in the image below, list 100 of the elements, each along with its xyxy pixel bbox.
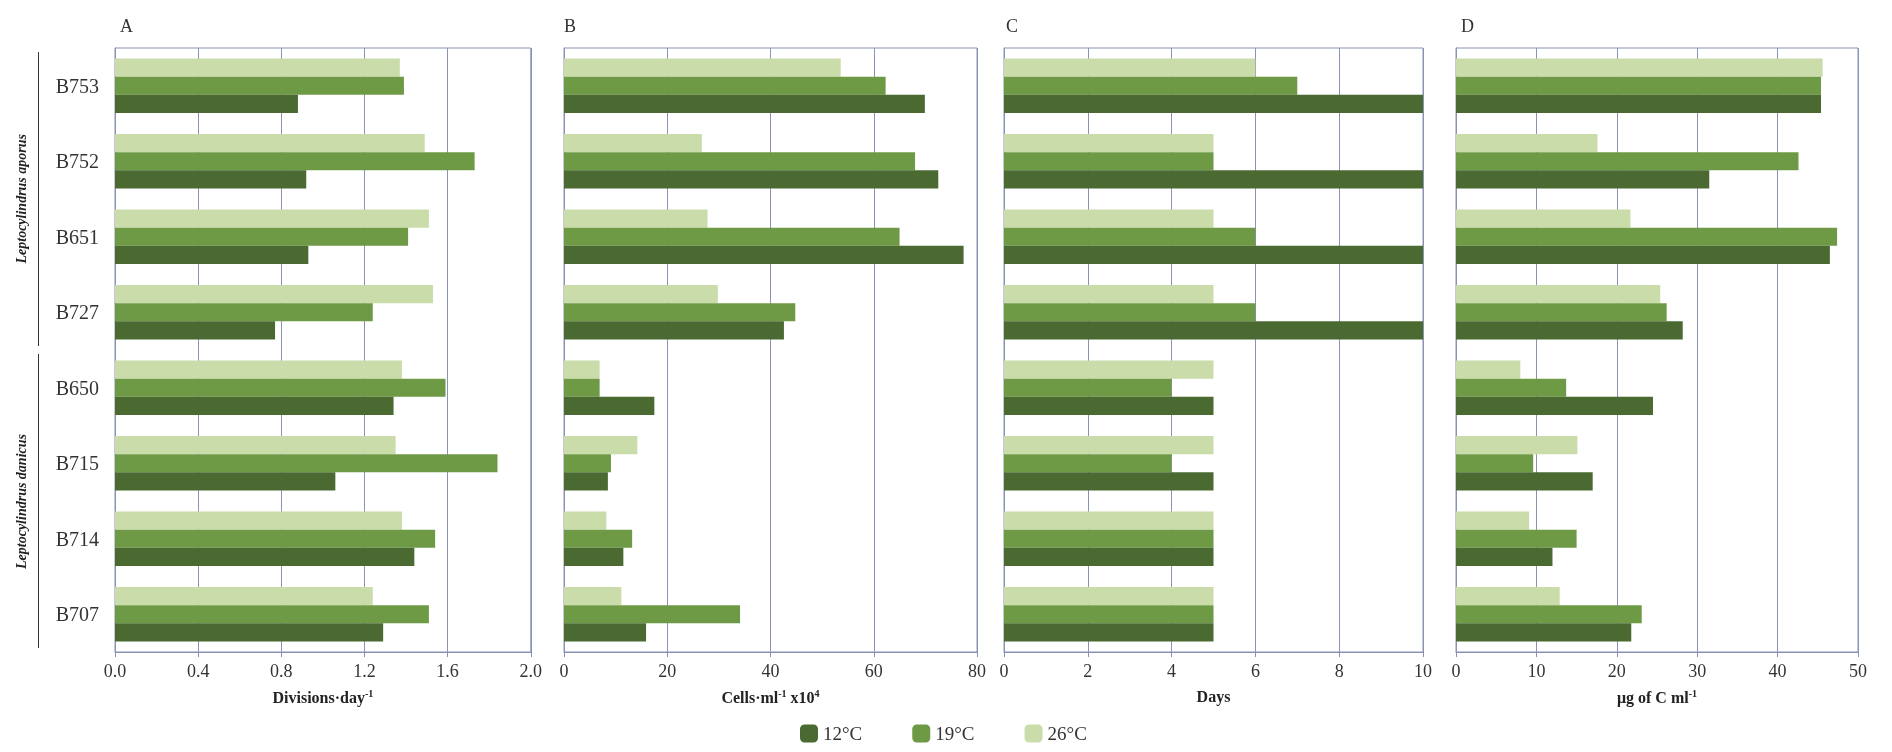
bar (115, 134, 425, 153)
bar (1004, 547, 1214, 566)
bar (1456, 94, 1822, 113)
x-tick-label: 2.0 (519, 661, 542, 681)
bar (115, 472, 336, 491)
bar (115, 360, 402, 379)
bar (1004, 76, 1298, 95)
bar (564, 472, 608, 491)
bar (1004, 454, 1172, 473)
bar (1456, 58, 1823, 77)
x-tick-label: 8 (1334, 661, 1344, 681)
bar (1456, 436, 1578, 455)
bar (564, 529, 633, 548)
bar (1004, 209, 1214, 228)
bar (564, 587, 622, 606)
bar (1004, 529, 1214, 548)
bar (564, 547, 624, 566)
bar (1004, 227, 1256, 246)
bar (1456, 134, 1598, 153)
bar (1456, 152, 1799, 171)
bar (564, 76, 886, 95)
bar (115, 547, 415, 566)
bar (564, 94, 925, 113)
x-tick-label: 0 (1451, 661, 1461, 681)
chart-title: C (1006, 16, 1019, 36)
bar (1004, 58, 1256, 77)
x-tick-label: 0.0 (103, 661, 127, 681)
x-tick-label: 2 (1083, 661, 1093, 681)
bar (115, 321, 276, 340)
bar (564, 396, 655, 415)
bar (564, 58, 841, 77)
bar (1004, 605, 1214, 624)
x-tick-label: 0 (559, 661, 569, 681)
bar (564, 321, 784, 340)
y-tick-label: B727 (55, 301, 99, 324)
x-tick-label: 4 (1167, 661, 1177, 681)
bar (115, 170, 307, 189)
bar (115, 76, 404, 95)
bar (1004, 511, 1214, 530)
bar (115, 396, 394, 415)
bar (1004, 245, 1423, 264)
bar (1456, 511, 1530, 530)
bar (115, 245, 309, 264)
bar (115, 529, 436, 548)
bar (1456, 170, 1710, 189)
x-tick-label: 1.6 (436, 661, 459, 681)
x-tick-label: 20 (658, 661, 677, 681)
bar (564, 245, 964, 264)
bar (115, 511, 402, 530)
bar (1456, 227, 1838, 246)
legend-label: 12°C (823, 723, 863, 744)
x-tick-label: 20 (1607, 661, 1626, 681)
bar (115, 227, 409, 246)
bar (1456, 605, 1642, 624)
x-tick-label: 40 (1768, 661, 1787, 681)
bar (115, 303, 373, 322)
legend-label: 19°C (935, 723, 975, 744)
bar (1456, 587, 1560, 606)
x-tick-label: 6 (1250, 661, 1260, 681)
bar (564, 360, 600, 379)
bar (1004, 472, 1214, 491)
bar (115, 58, 400, 77)
x-tick-label: 1.2 (353, 661, 376, 681)
bar (1456, 623, 1632, 642)
bar (1456, 303, 1667, 322)
bar (564, 209, 708, 228)
bar (1004, 623, 1214, 642)
bar (564, 511, 607, 530)
bar (564, 605, 741, 624)
bar (564, 285, 718, 304)
bar (1004, 587, 1214, 606)
bar (1456, 76, 1822, 95)
y-tick-label: B707 (55, 603, 99, 626)
bar (115, 436, 396, 455)
bar (1004, 321, 1423, 340)
y-tick-label: B752 (55, 150, 99, 173)
bar (564, 134, 702, 153)
bar (1456, 321, 1683, 340)
bar (564, 378, 600, 397)
bar (564, 170, 939, 189)
bar (115, 587, 373, 606)
y-tick-label: B650 (55, 376, 99, 399)
bar (1456, 360, 1521, 379)
x-tick-label: 0.8 (270, 661, 293, 681)
bar (1004, 170, 1423, 189)
x-tick-label: 40 (761, 661, 780, 681)
text: Leptocylindrus aporus (14, 134, 30, 264)
bar (564, 623, 647, 642)
legend-label: 26°C (1047, 723, 1087, 744)
bar (1456, 529, 1577, 548)
y-tick-label: B714 (55, 527, 99, 550)
x-tick-label: 0 (999, 661, 1009, 681)
chart-title: D (1461, 16, 1474, 36)
x-tick-label: 10 (1527, 661, 1546, 681)
bar (1456, 209, 1631, 228)
x-tick-label: 60 (864, 661, 883, 681)
x-tick-label: 80 (968, 661, 986, 681)
bar (1456, 547, 1553, 566)
bar (1456, 245, 1830, 264)
bar (115, 94, 298, 113)
